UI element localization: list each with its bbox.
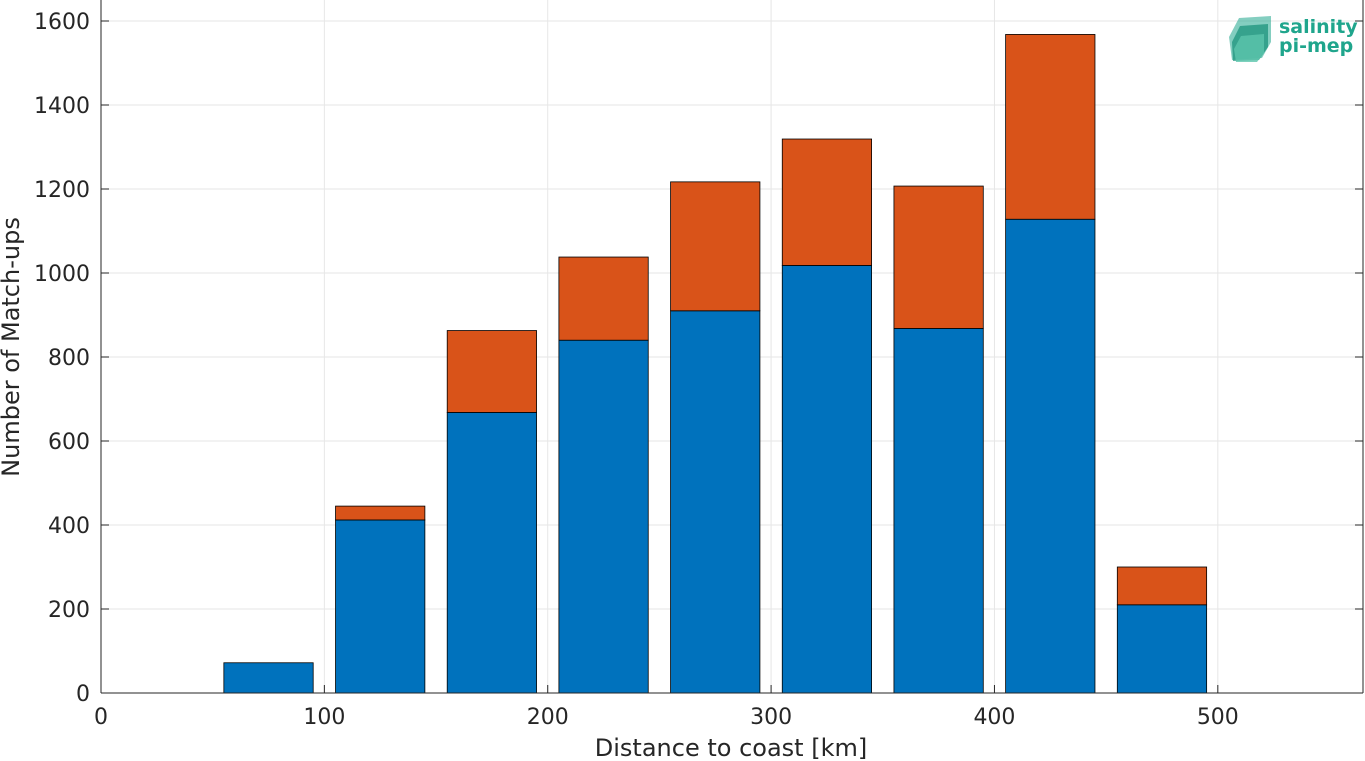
x-tick-label: 500 <box>1197 705 1239 730</box>
bar-series2-bin6 <box>781 138 873 266</box>
y-tick-label: 800 <box>48 346 90 371</box>
y-tick-label: 1200 <box>34 178 90 203</box>
bar-series1-bin8 <box>1005 218 1096 694</box>
bar-series2-bin2 <box>335 505 426 521</box>
bar-series2-bin5 <box>670 181 761 312</box>
y-tick-label: 200 <box>48 598 90 623</box>
y-tick-label: 1000 <box>34 262 90 287</box>
y-tick-label: 1400 <box>34 94 90 119</box>
y-tick-label: 600 <box>48 430 90 455</box>
bar-series1-bin3 <box>446 412 537 694</box>
x-axis-title: Distance to coast [km] <box>595 734 867 761</box>
wave-logo-icon <box>1229 16 1271 62</box>
bar-series2-bin8 <box>1005 34 1096 220</box>
bar-series2-bin3 <box>446 330 537 413</box>
y-tick-label: 0 <box>76 682 90 707</box>
bars <box>101 34 1208 694</box>
bar-series1-bin7 <box>893 328 984 694</box>
y-tick-label: 1600 <box>34 10 90 35</box>
bar-series1-bin5 <box>670 310 761 694</box>
bar-series2-bin7 <box>893 185 984 329</box>
x-tick-label: 400 <box>973 705 1015 730</box>
x-tick-label: 300 <box>750 705 792 730</box>
bar-series2-bin9 <box>1116 566 1208 606</box>
bar-series2-bin4 <box>558 256 649 341</box>
y-tick-label: 400 <box>48 514 90 539</box>
x-tick-label: 0 <box>94 705 108 730</box>
y-axis-title: Number of Match-ups <box>0 217 25 477</box>
salinity-pi-mep-logo: salinity pi-mep <box>1229 16 1358 62</box>
x-tick-labels: 0 100 200 300 400 500 <box>94 705 1239 730</box>
x-tick-label: 200 <box>527 705 569 730</box>
bar-series1-bin9 <box>1116 604 1208 694</box>
logo-line1: salinity <box>1279 16 1358 38</box>
axes <box>100 0 1364 694</box>
logo-line2: pi-mep <box>1279 35 1353 57</box>
bar-series1-bin4 <box>558 339 649 694</box>
bar-series1-bin2 <box>335 519 426 694</box>
y-tick-labels: 0 200 400 600 800 1000 1200 1400 1600 <box>34 10 90 707</box>
x-tick-label: 100 <box>303 705 345 730</box>
bar-series1-bin6 <box>781 265 873 694</box>
bar-series1-bin1 <box>223 662 314 694</box>
